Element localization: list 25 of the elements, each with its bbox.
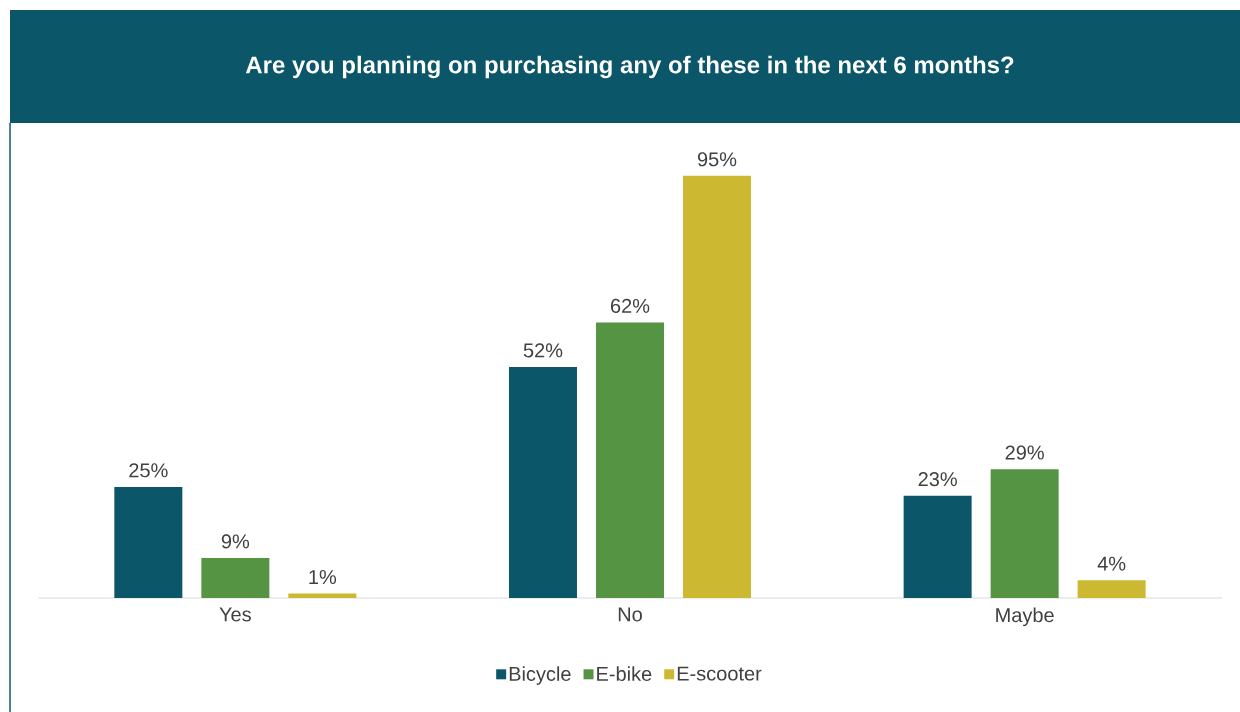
data-label: 95% <box>697 152 737 167</box>
data-label: 52% <box>523 343 563 358</box>
bar <box>682 175 751 598</box>
data-label: 1% <box>309 570 337 584</box>
x-tick-label: Yes <box>219 607 251 622</box>
x-tick-label: Maybe <box>996 607 1054 627</box>
legend-label: E-bike <box>597 666 652 681</box>
bar <box>508 366 577 598</box>
data-label: 29% <box>1005 445 1044 460</box>
bar <box>288 593 357 598</box>
data-label: 4% <box>1097 556 1126 571</box>
legend-label: E-scooter <box>677 666 762 681</box>
bar <box>595 322 664 598</box>
data-label: 25% <box>129 463 168 478</box>
legend-label: Bicycle <box>509 666 571 685</box>
bar <box>201 557 270 598</box>
bar <box>903 495 972 598</box>
bar <box>1077 580 1146 598</box>
data-label: 9% <box>221 534 250 549</box>
data-label: 23% <box>918 472 957 487</box>
bar <box>114 486 183 598</box>
x-tick-label: No <box>618 607 642 622</box>
bar <box>990 469 1059 598</box>
data-label: 62% <box>610 298 650 313</box>
chart-title: Are you planning on purchasing any of these in the next 6 months? <box>245 55 1014 79</box>
